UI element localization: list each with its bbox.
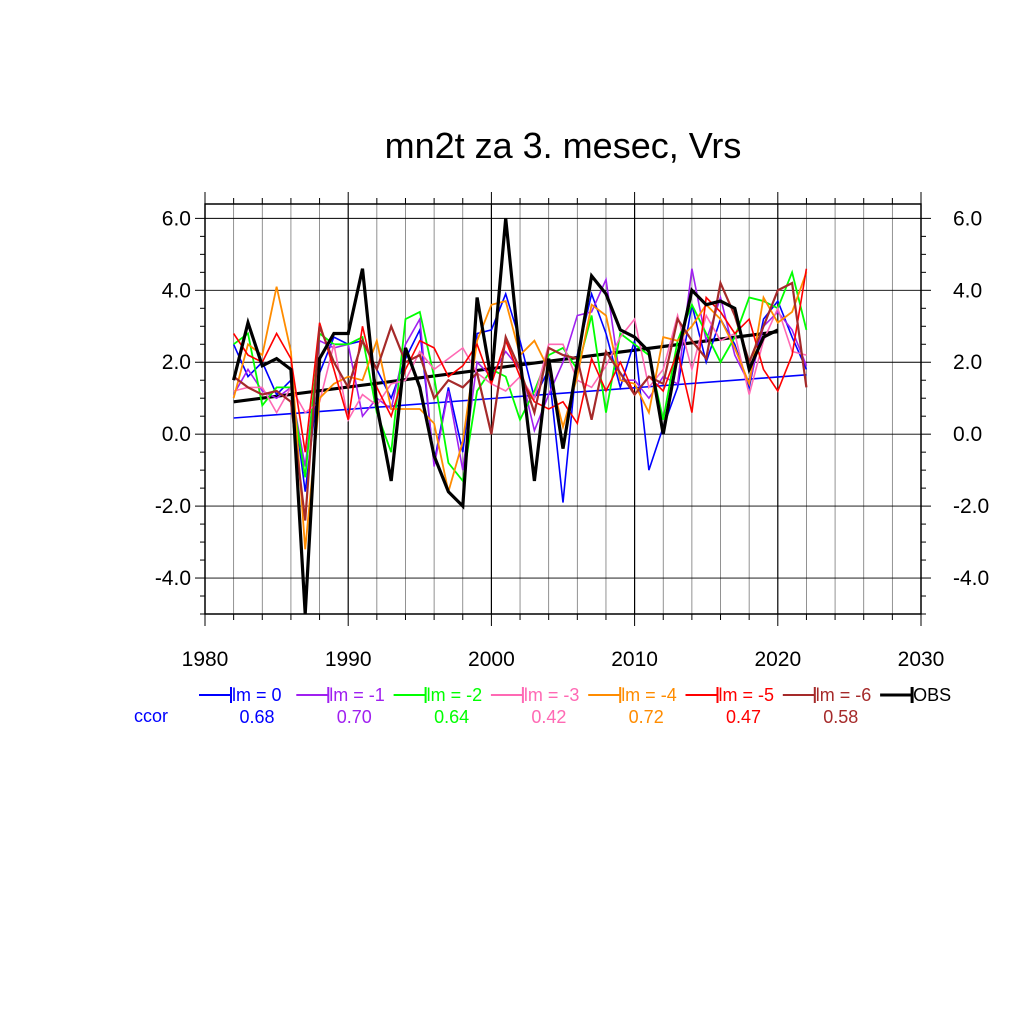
ccor-value: 0.70 [337,707,372,727]
legend-label: lm = -2 [427,685,483,705]
legend-label: lm = 0 [232,685,282,705]
series-line [232,218,779,615]
legend-label: lm = -3 [524,685,580,705]
legend-label: lm = -4 [621,685,677,705]
legend-label: lm = -6 [816,685,872,705]
legend-label: lm = -5 [719,685,775,705]
chart-title: mn2t za 3. mesec, Vrs [385,125,742,166]
ccor-value: 0.42 [531,707,566,727]
y-tick-label-left: 2.0 [162,351,191,374]
y-tick-label-right: -4.0 [953,567,989,590]
series-lines [232,218,808,615]
x-tick-label: 2000 [468,648,515,671]
legend-label: OBS [913,685,951,705]
y-tick-label-left: -4.0 [155,567,191,590]
ccor-value: 0.47 [726,707,761,727]
y-tick-label-right: 0.0 [953,423,982,446]
x-tick-label: 1980 [182,648,229,671]
ccor-value: 0.68 [239,707,274,727]
y-tick-label-right: 4.0 [953,279,982,302]
tick-labels: -4.0 -4.0 -2.0 -2.0 0.0 0.0 2.0 2.0 4.0 4.0 6.0 6.0… [155,207,989,671]
legend-label: lm = -1 [329,685,385,705]
y-tick-label-left: 6.0 [162,207,191,230]
y-tick-label-right: 6.0 [953,207,982,230]
trend-line [233,330,779,404]
plot-frame [204,203,922,615]
y-tick-label-left: 0.0 [162,423,191,446]
y-tick-label-right: 2.0 [953,351,982,374]
axis-ticks [195,192,931,626]
x-tick-label: 2010 [611,648,658,671]
x-tick-label: 1990 [325,648,372,671]
y-tick-label-left: 4.0 [162,279,191,302]
ccor-value: 0.64 [434,707,469,727]
trend-lines [233,330,807,419]
y-tick-label-left: -2.0 [155,495,191,518]
ccor-value: 0.58 [823,707,858,727]
x-tick-label: 2020 [754,648,801,671]
x-tick-label: 2030 [898,648,945,671]
ccor-value: 0.72 [629,707,664,727]
ccor-label: ccor [134,706,168,726]
trend-line [233,374,807,419]
y-tick-label-right: -2.0 [953,495,989,518]
